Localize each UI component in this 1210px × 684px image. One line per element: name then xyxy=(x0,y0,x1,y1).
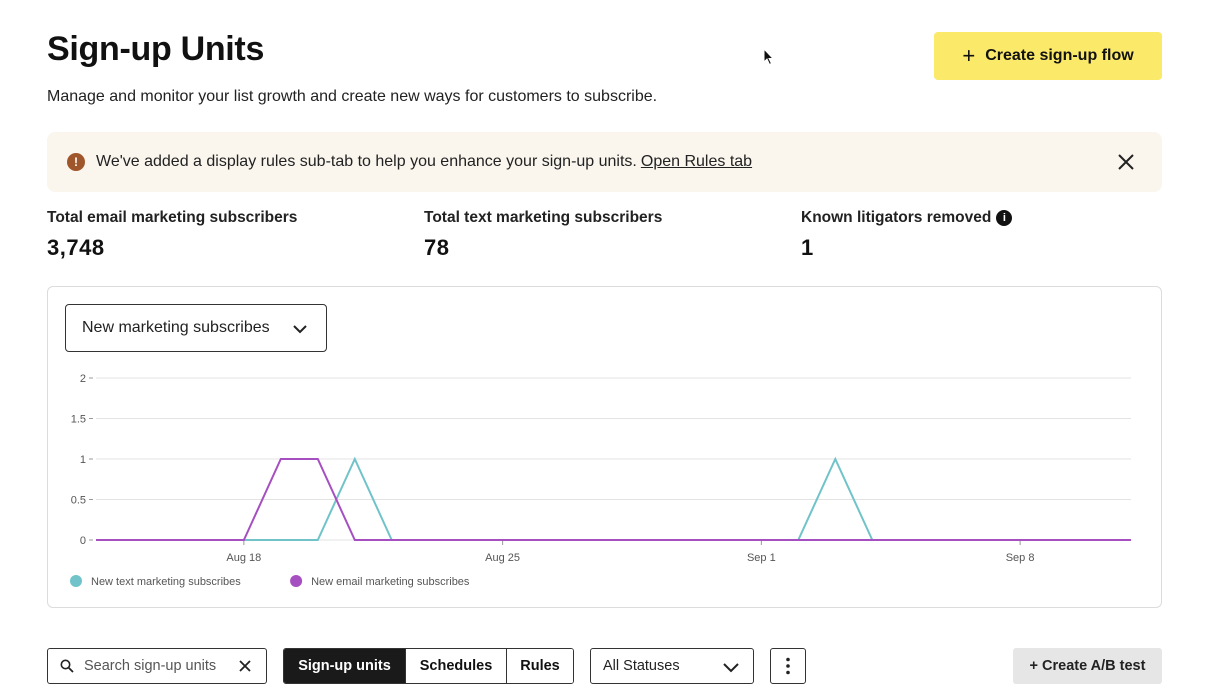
x-tick-label: Aug 25 xyxy=(485,552,520,564)
legend-marker xyxy=(290,575,303,587)
info-icon: ! xyxy=(67,153,85,171)
mouse-cursor-icon xyxy=(763,48,775,66)
stat-label: Total text marketing subscribers xyxy=(424,209,663,226)
tab-signup-units[interactable]: Sign-up units xyxy=(284,649,406,683)
more-options-button[interactable] xyxy=(770,648,806,684)
legend-marker xyxy=(70,575,82,587)
stat-label: Total email marketing subscribers xyxy=(47,209,298,226)
create-signup-flow-button[interactable]: + Create sign-up flow xyxy=(934,32,1162,80)
create-signup-flow-label: Create sign-up flow xyxy=(985,47,1134,64)
x-tick-label: Sep 8 xyxy=(1006,552,1035,564)
stat-text-subscribers: Total text marketing subscribers 78 xyxy=(424,209,662,261)
x-tick-label: Sep 1 xyxy=(747,552,776,564)
page-subtitle: Manage and monitor your list growth and … xyxy=(47,88,658,105)
kebab-menu-icon xyxy=(786,657,790,675)
chevron-down-icon xyxy=(723,663,739,673)
series-line-email xyxy=(96,458,1131,541)
tab-rules[interactable]: Rules xyxy=(507,649,573,683)
chevron-down-icon xyxy=(293,325,307,334)
stat-value: 3,748 xyxy=(47,235,105,260)
metric-dropdown-value: New marketing subscribes xyxy=(82,319,270,336)
search-icon xyxy=(60,659,74,673)
y-tick-label: 1.5 xyxy=(71,414,86,426)
y-tick-label: 1 xyxy=(80,454,86,466)
y-tick-label: 0 xyxy=(80,535,86,547)
search-input[interactable] xyxy=(84,658,224,674)
stat-email-subscribers: Total email marketing subscribers 3,748 xyxy=(47,209,297,261)
view-tabs: Sign-up units Schedules Rules xyxy=(283,648,574,684)
clear-search-icon[interactable] xyxy=(238,659,252,673)
open-rules-tab-link[interactable]: Open Rules tab xyxy=(640,153,753,170)
subscribes-line-chart: 0 0.5 1 1.5 2 Aug 18 Aug 25 Sep 1 Sep 8 New text … xyxy=(70,373,1131,588)
info-icon[interactable]: i xyxy=(996,210,1013,226)
stat-label-row: Known litigators removed i xyxy=(801,209,1013,227)
status-filter-value: All Statuses xyxy=(603,658,680,674)
info-banner: ! We've added a display rules sub-tab to… xyxy=(47,132,1162,192)
plus-icon: + xyxy=(962,43,976,68)
legend-label: New text marketing subscribes xyxy=(91,576,241,588)
search-box xyxy=(47,648,267,684)
stat-value: 78 xyxy=(424,235,450,260)
create-ab-test-button[interactable]: + Create A/B test xyxy=(1013,648,1162,684)
status-filter-dropdown[interactable]: All Statuses xyxy=(590,648,754,684)
y-tick-label: 2 xyxy=(80,373,86,385)
page-title: Sign-up Units xyxy=(47,30,265,68)
stat-litigators-removed: Known litigators removed i 1 xyxy=(801,209,1013,261)
x-tick-label: Aug 18 xyxy=(226,552,261,564)
chart-card: 0 0.5 1 1.5 2 Aug 18 Aug 25 Sep 1 Sep 8 New text … xyxy=(47,286,1162,608)
stat-label: Known litigators removed xyxy=(801,209,992,226)
banner-message: We've added a display rules sub-tab to h… xyxy=(96,153,637,170)
metric-dropdown[interactable]: New marketing subscribes xyxy=(65,304,327,352)
stat-value: 1 xyxy=(801,235,814,260)
y-tick-label: 0.5 xyxy=(71,495,86,507)
tab-schedules[interactable]: Schedules xyxy=(406,649,507,683)
legend-label: New email marketing subscribes xyxy=(311,576,470,588)
close-icon[interactable] xyxy=(1116,152,1136,172)
